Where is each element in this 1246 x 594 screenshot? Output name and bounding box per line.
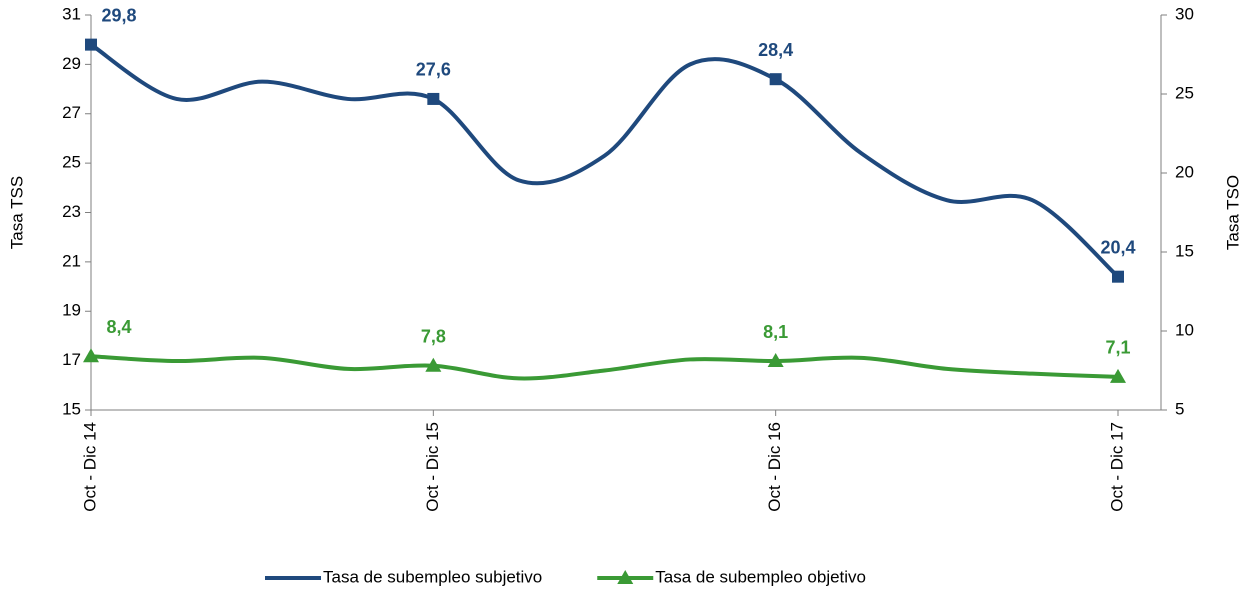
- y-tick-label: 21: [62, 251, 81, 270]
- data-label: 8,1: [763, 322, 788, 342]
- series-line: [89, 42, 1120, 279]
- y2-axis-title: Tasa TSO: [1223, 175, 1242, 250]
- data-point: [769, 73, 782, 86]
- y-tick-label: 29: [62, 54, 81, 73]
- y2-tick-label: 10: [1175, 320, 1194, 339]
- data-label: 29,8: [101, 5, 136, 25]
- x-tick-label: Oct - Dic 16: [765, 422, 784, 512]
- x-tick-label: Oct - Dic 17: [1107, 422, 1126, 512]
- y2-tick-label: 25: [1175, 83, 1194, 102]
- y-axis-title: Tasa TSS: [7, 176, 26, 249]
- data-point: [1110, 368, 1126, 383]
- data-point: [85, 38, 97, 51]
- data-label: 7,8: [421, 327, 446, 347]
- y2-tick-label: 20: [1175, 162, 1194, 181]
- series-line: [90, 354, 1119, 381]
- legend-label: Tasa de subempleo objetivo: [655, 567, 866, 586]
- data-point: [1112, 270, 1124, 283]
- y2-tick-label: 15: [1175, 241, 1194, 260]
- y-tick-label: 23: [62, 202, 81, 221]
- y-tick-label: 19: [62, 301, 81, 320]
- legend-label: Tasa de subempleo subjetivo: [323, 567, 542, 586]
- data-point: [427, 92, 440, 105]
- y-tick-label: 15: [62, 399, 81, 418]
- y-tick-label: 31: [62, 4, 81, 23]
- y2-tick-label: 5: [1175, 399, 1184, 418]
- data-point: [83, 348, 99, 363]
- legend-marker: [617, 570, 634, 584]
- data-point: [767, 353, 784, 368]
- data-label: 20,4: [1100, 237, 1135, 257]
- x-tick-label: Oct - Dic 14: [80, 422, 99, 512]
- y-tick-label: 27: [62, 103, 81, 122]
- data-label: 8,4: [106, 317, 131, 337]
- data-label: 7,1: [1105, 338, 1130, 358]
- data-point: [425, 357, 442, 372]
- y-tick-label: 17: [62, 350, 81, 369]
- data-label: 27,6: [416, 60, 451, 80]
- x-tick-label: Oct - Dic 15: [423, 422, 442, 512]
- y-tick-label: 25: [62, 153, 81, 172]
- data-label: 28,4: [758, 40, 793, 60]
- y2-tick-label: 30: [1175, 4, 1194, 23]
